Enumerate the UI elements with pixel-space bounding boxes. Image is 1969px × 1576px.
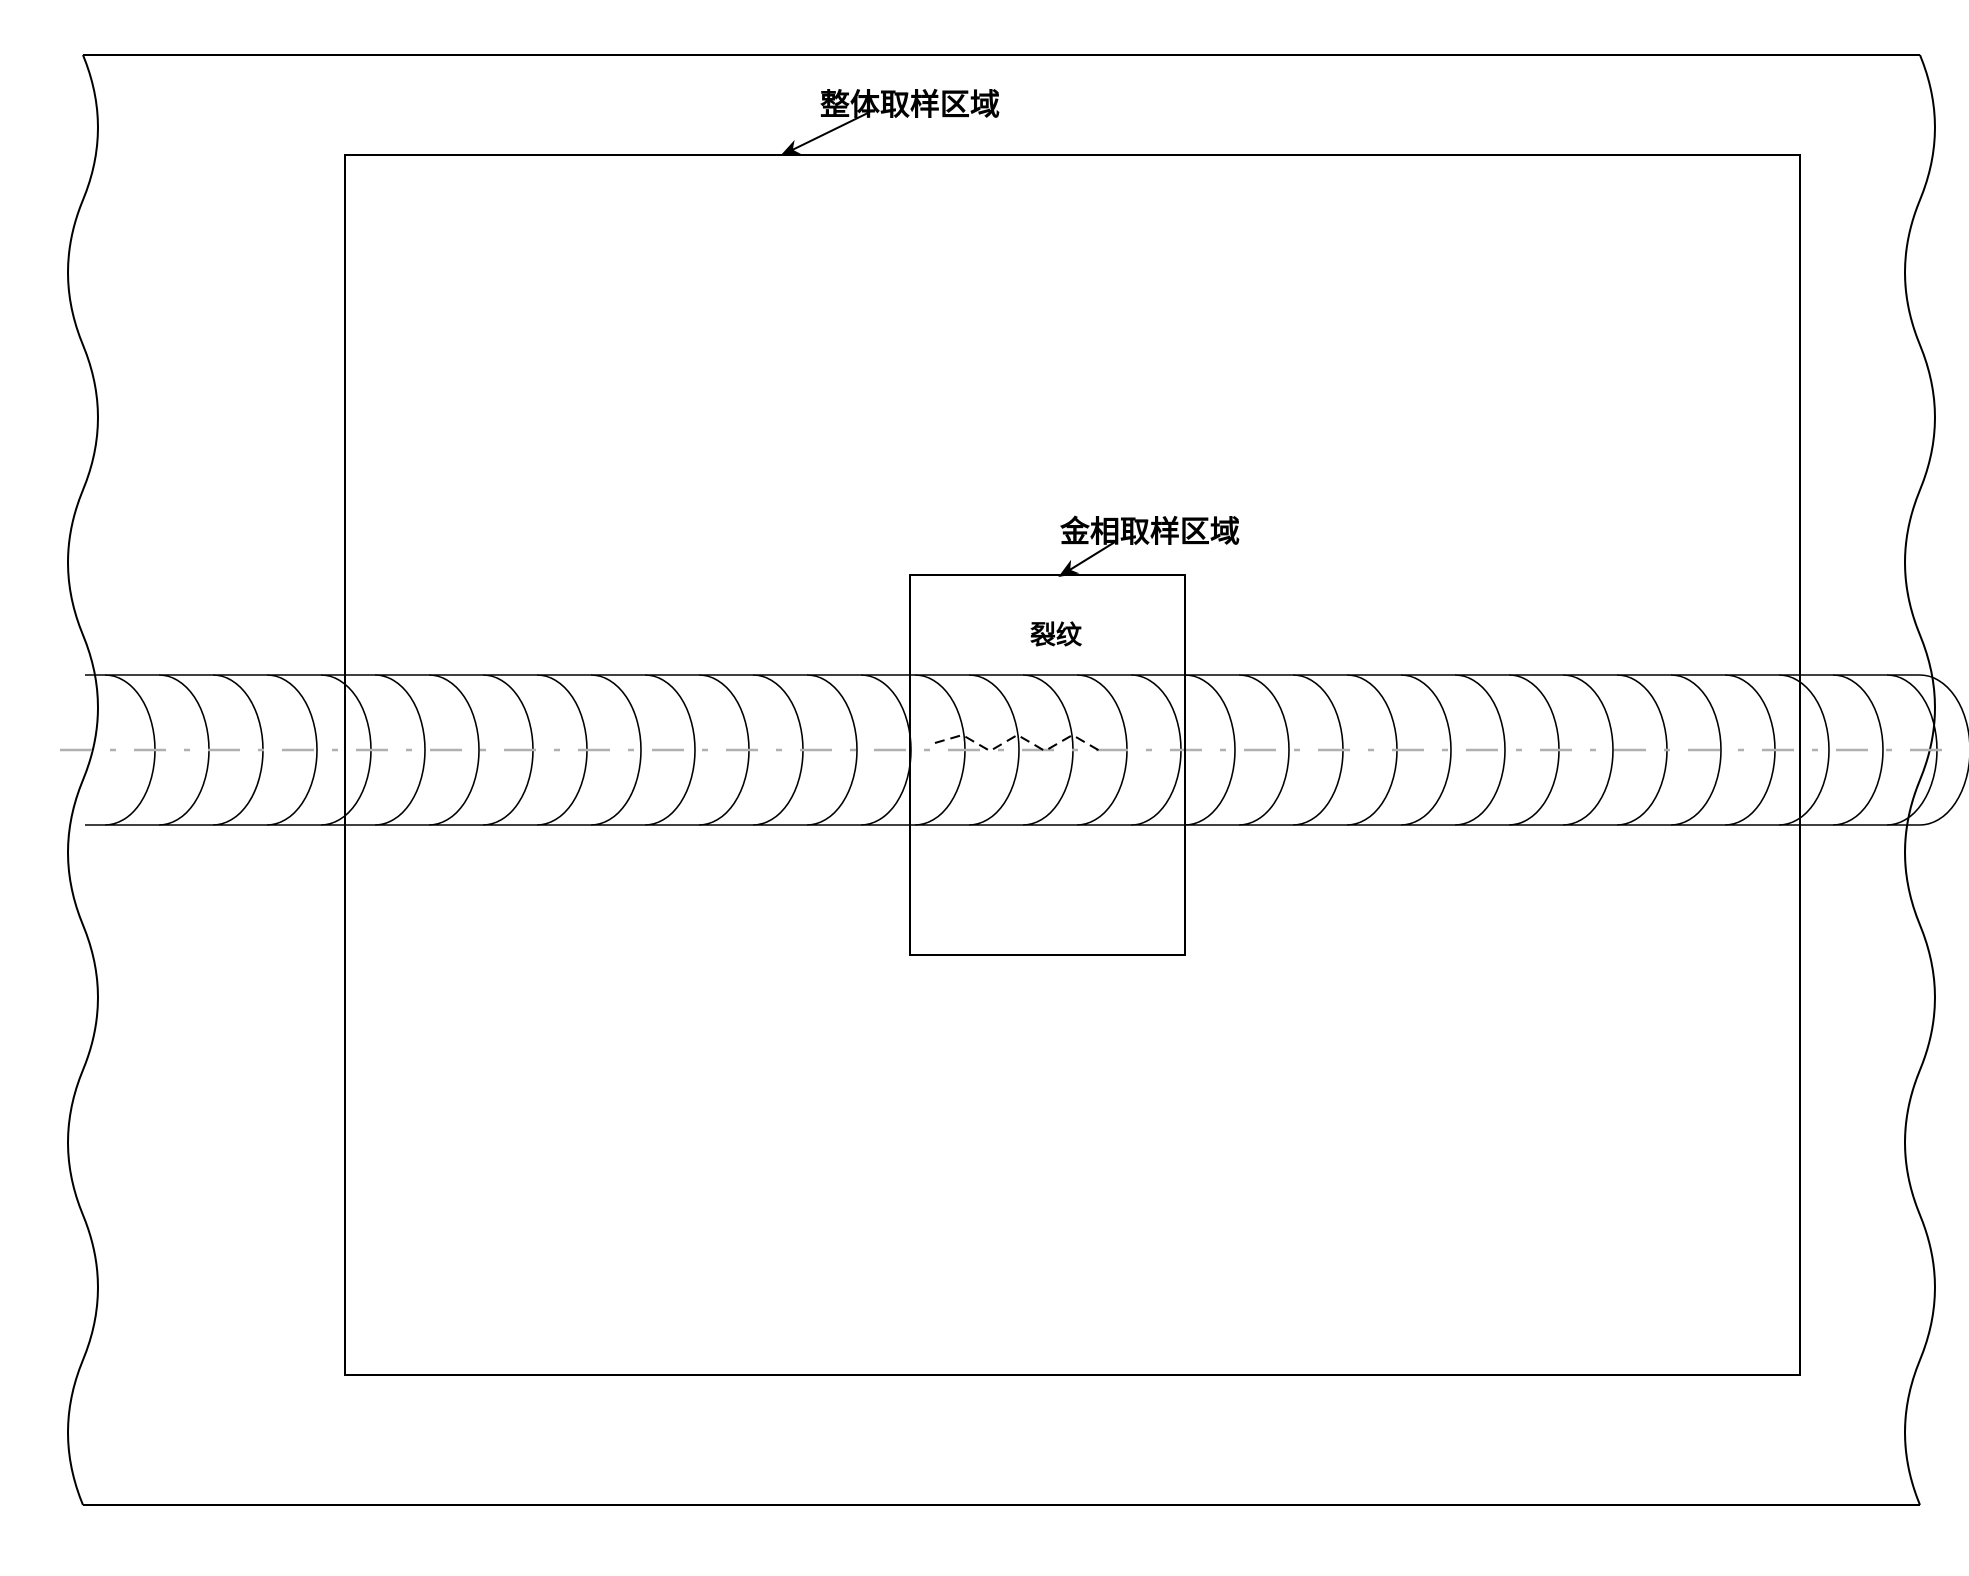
weld-sampling-diagram bbox=[0, 0, 1969, 1576]
label-metallographic-area: 金相取样区域 bbox=[1060, 507, 1240, 551]
label-overall-area: 整体取样区域 bbox=[820, 80, 1000, 124]
label-crack: 裂纹 bbox=[1030, 615, 1082, 652]
